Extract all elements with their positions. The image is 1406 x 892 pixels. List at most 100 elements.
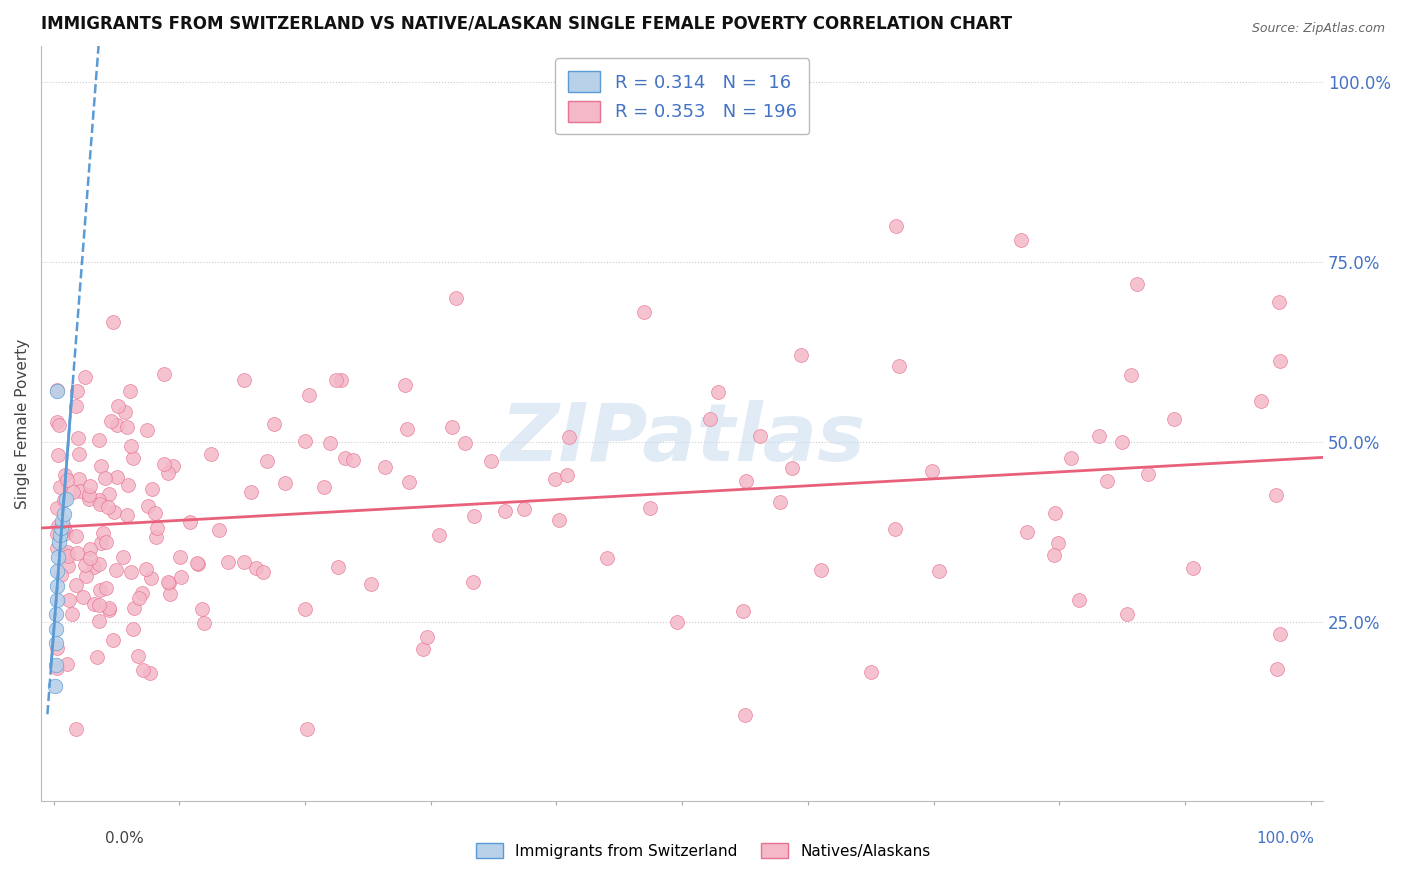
Point xyxy=(335,451,357,466)
Point xyxy=(326,560,349,574)
Point xyxy=(479,454,502,468)
Point xyxy=(859,665,882,679)
Point xyxy=(94,534,117,549)
Point xyxy=(1265,662,1288,676)
Point xyxy=(56,549,79,564)
Point xyxy=(104,563,127,577)
Point xyxy=(66,546,89,560)
Point xyxy=(558,430,581,444)
Point xyxy=(412,642,434,657)
Point xyxy=(245,561,267,575)
Text: 0.0%: 0.0% xyxy=(105,831,145,846)
Point xyxy=(440,420,463,434)
Point xyxy=(921,464,943,478)
Point xyxy=(60,607,83,621)
Point xyxy=(135,562,157,576)
Point xyxy=(79,550,101,565)
Point xyxy=(169,550,191,565)
Point xyxy=(396,422,419,436)
Point xyxy=(139,665,162,680)
Point xyxy=(170,570,193,584)
Point xyxy=(98,486,121,500)
Point xyxy=(66,384,89,398)
Point xyxy=(734,708,756,723)
Point xyxy=(46,501,69,516)
Point xyxy=(595,550,617,565)
Point xyxy=(1042,548,1064,562)
Point xyxy=(46,541,69,555)
Point xyxy=(427,527,450,541)
Point xyxy=(65,578,87,592)
Point xyxy=(297,723,319,737)
Point xyxy=(45,657,67,672)
Point xyxy=(79,478,101,492)
Point xyxy=(65,723,87,737)
Point xyxy=(103,505,125,519)
Point xyxy=(56,473,79,487)
Point xyxy=(93,525,115,540)
Point xyxy=(45,384,67,399)
Point xyxy=(46,641,69,656)
Point xyxy=(107,399,129,413)
Text: IMMIGRANTS FROM SWITZERLAND VS NATIVE/ALASKAN SINGLE FEMALE POVERTY CORRELATION : IMMIGRANTS FROM SWITZERLAND VS NATIVE/AL… xyxy=(41,15,1012,33)
Point xyxy=(555,468,578,483)
Point xyxy=(319,436,342,450)
Point xyxy=(114,405,136,419)
Point xyxy=(494,504,516,518)
Point xyxy=(706,385,728,400)
Text: Source: ZipAtlas.com: Source: ZipAtlas.com xyxy=(1251,22,1385,36)
Point xyxy=(53,547,76,561)
Point xyxy=(153,367,176,381)
Point xyxy=(790,348,813,362)
Point xyxy=(124,600,146,615)
Point xyxy=(145,506,167,520)
Point xyxy=(87,599,110,613)
Point xyxy=(49,528,72,542)
Point xyxy=(89,614,111,628)
Point xyxy=(274,476,297,491)
Point xyxy=(115,420,138,434)
Point xyxy=(48,417,70,432)
Point xyxy=(145,529,167,543)
Point xyxy=(233,555,256,569)
Point xyxy=(55,492,77,507)
Point xyxy=(132,663,155,677)
Point xyxy=(263,417,285,431)
Point xyxy=(90,536,112,550)
Point xyxy=(122,622,145,636)
Point xyxy=(79,542,101,557)
Point xyxy=(51,521,73,535)
Point xyxy=(97,602,120,616)
Point xyxy=(65,529,87,543)
Point xyxy=(105,470,128,484)
Point xyxy=(1268,353,1291,368)
Point xyxy=(146,521,169,535)
Point xyxy=(97,600,120,615)
Point xyxy=(87,557,110,571)
Point xyxy=(79,488,101,502)
Point xyxy=(232,373,254,387)
Point xyxy=(463,508,485,523)
Point xyxy=(51,514,73,528)
Point xyxy=(314,480,336,494)
Point xyxy=(1115,607,1137,621)
Point xyxy=(810,564,832,578)
Point xyxy=(52,520,75,534)
Point xyxy=(53,492,76,507)
Point xyxy=(342,453,364,467)
Point xyxy=(115,508,138,522)
Point xyxy=(735,474,758,488)
Point xyxy=(67,431,90,445)
Point xyxy=(89,497,111,511)
Point xyxy=(373,459,395,474)
Point xyxy=(75,369,97,384)
Point xyxy=(162,459,184,474)
Point xyxy=(889,359,911,373)
Point xyxy=(156,466,179,480)
Point xyxy=(454,435,477,450)
Point xyxy=(512,502,534,516)
Point xyxy=(69,483,91,498)
Point xyxy=(117,477,139,491)
Text: 100.0%: 100.0% xyxy=(1257,831,1315,846)
Point xyxy=(444,291,467,305)
